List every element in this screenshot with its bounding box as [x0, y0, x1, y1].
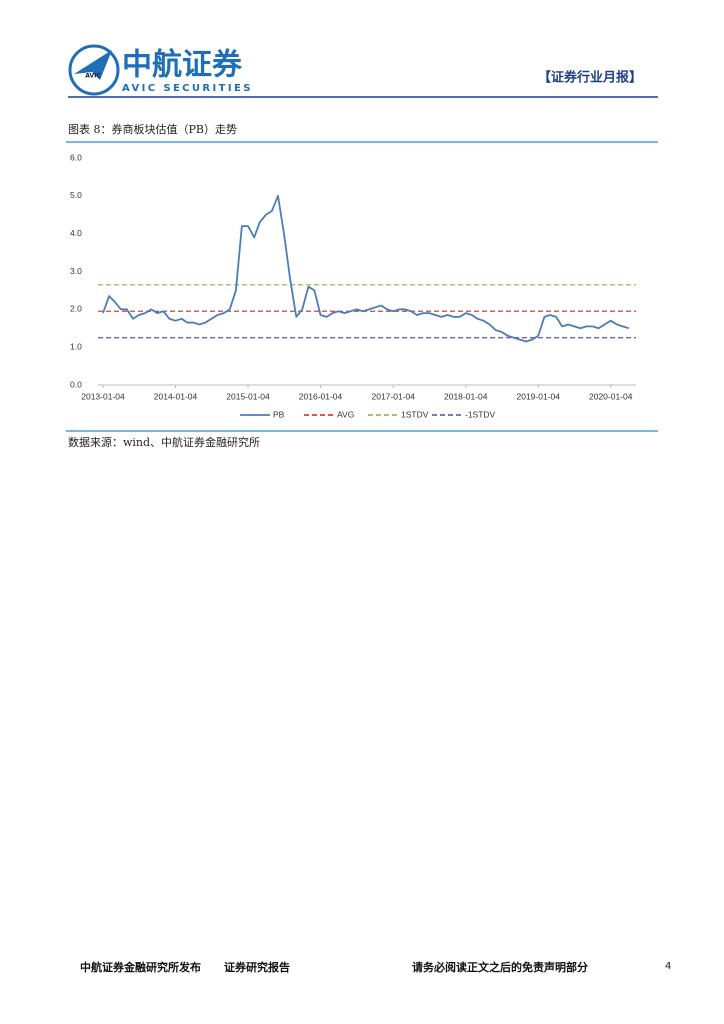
y-tick-label: 3.0: [70, 266, 82, 276]
company-en: AVIC SECURITIES: [122, 83, 253, 94]
x-tick-label: 2015-01-04: [226, 391, 270, 401]
chart: 0.0 1.0 2.0 3.0 4.0 5.0 6.0 2013-01-04 2014-01-0…: [70, 152, 636, 419]
y-tick-label: 0.0: [70, 379, 82, 389]
x-tick-label: 2018-01-04: [444, 391, 488, 401]
x-tick-label: 2014-01-04: [154, 391, 198, 401]
x-tick-label: 2017-01-04: [371, 391, 415, 401]
company-name: 中航证券: [122, 48, 243, 83]
legend-label: 1STDV: [401, 409, 429, 419]
series-line: [102, 194, 630, 343]
x-tick-label: 2019-01-04: [517, 391, 561, 401]
x-tick-label: 2016-01-04: [299, 391, 343, 401]
logo-plane: [74, 50, 112, 80]
report-type: 【证券行业月报】: [538, 70, 642, 86]
y-tick-label: 2.0: [70, 304, 82, 314]
y-tick-label: 4.0: [70, 228, 82, 238]
page-number: 4: [665, 961, 671, 972]
logo-mark: AVIC: [85, 73, 101, 80]
footer-disclaimer: 请务必阅读正文之后的免责声明部分: [412, 960, 588, 974]
legend-label: AVG: [337, 409, 354, 419]
legend-label: -1STDV: [465, 409, 496, 419]
legend-label: PB: [273, 409, 285, 419]
logo: AVIC: [68, 44, 120, 96]
footer-publisher: 中航证券金融研究所发布: [80, 960, 201, 974]
x-tick-label: 2013-01-04: [81, 391, 125, 401]
y-tick-label: 1.0: [70, 341, 82, 351]
y-tick-label: 5.0: [70, 190, 82, 200]
figure-source: 数据来源：wind、中航证券金融研究所: [68, 435, 260, 449]
footer-report-kind: 证券研究报告: [224, 960, 290, 974]
figure-caption: 图表 8：券商板块估值（PB）走势: [68, 122, 237, 136]
x-tick-label: 2020-01-04: [589, 391, 633, 401]
y-tick-label: 6.0: [70, 152, 82, 162]
